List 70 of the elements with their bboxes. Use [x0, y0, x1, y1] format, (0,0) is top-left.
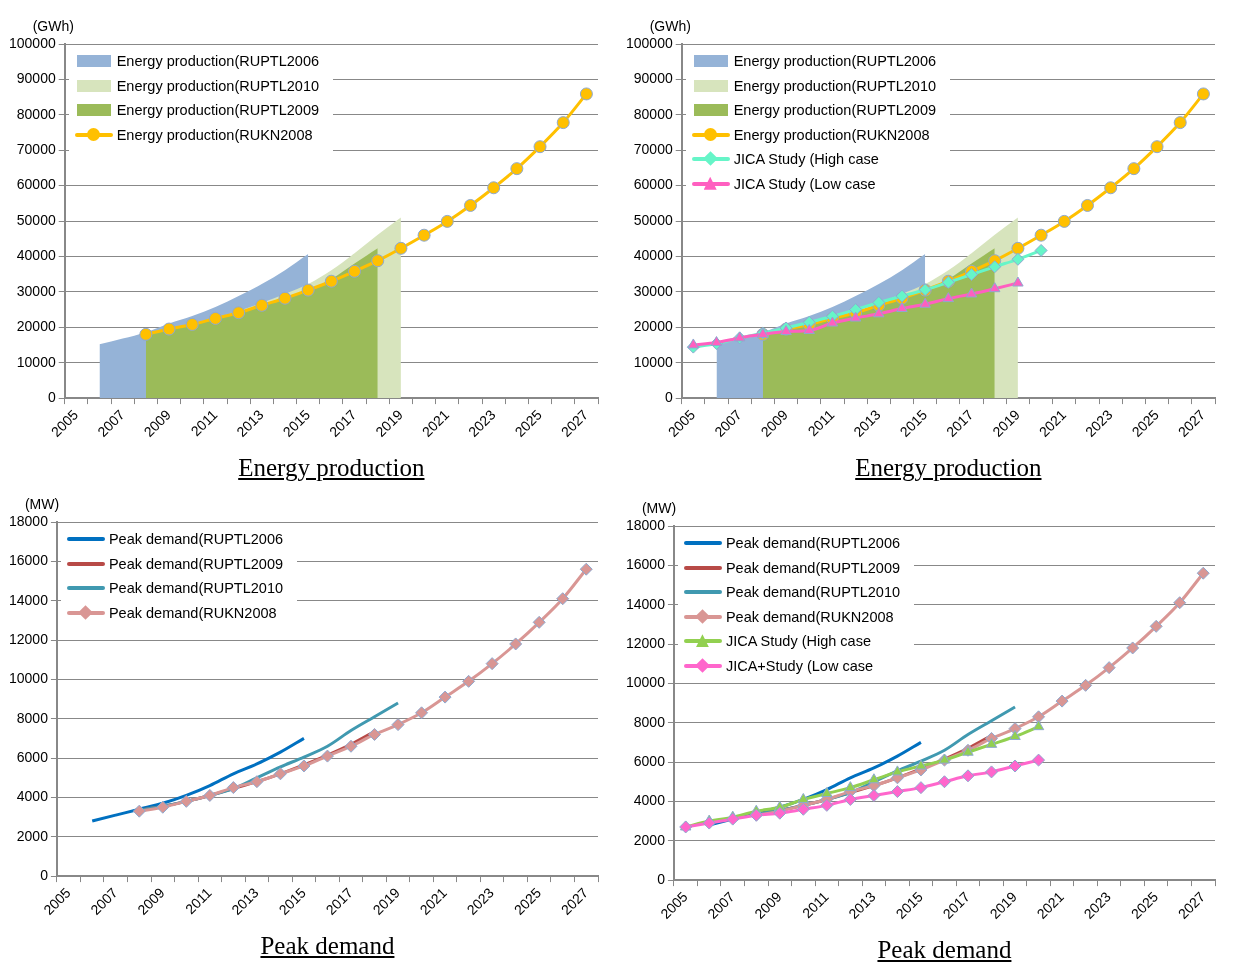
text: Energy production — [854, 454, 1043, 482]
y-tick-label: 0 — [47, 388, 56, 405]
y-tick-label: 30000 — [16, 282, 56, 299]
legend-label: Energy production(RUPTL2009 — [116, 102, 320, 119]
y-tick-label: 20000 — [16, 318, 56, 335]
legend-label: JICA Study (High case — [725, 633, 871, 650]
legend-label: JICA Study (Low case — [733, 175, 876, 192]
y-tick-label: 60000 — [16, 176, 56, 193]
y-axis-title: (GWh) — [649, 18, 691, 34]
y-tick-label: 100000 — [626, 34, 673, 51]
y-tick-label: 18000 — [8, 512, 49, 529]
legend-label: Energy production(RUKN2008 — [116, 126, 313, 143]
legend-label: Energy production(RUPTL2010 — [733, 77, 937, 94]
y-tick-label: 8000 — [633, 713, 666, 730]
y-tick-label: 2000 — [16, 827, 49, 844]
y-tick-label: 30000 — [633, 282, 673, 299]
y-axis-title: (MW) — [24, 496, 60, 512]
text: Peak demand — [876, 936, 1013, 964]
y-tick-label: 6000 — [633, 752, 666, 769]
y-tick-label: 50000 — [16, 211, 56, 228]
y-tick-label: 80000 — [16, 105, 56, 122]
y-tick-label: 0 — [657, 870, 666, 887]
legend-label: Energy production(RUPTL2006 — [733, 53, 937, 70]
y-tick-label: 70000 — [633, 141, 673, 158]
y-axis-title: (MW) — [641, 500, 677, 516]
legend-label: Peak demand(RUPTL2006 — [725, 535, 901, 552]
y-tick-label: 10000 — [16, 353, 56, 370]
y-tick-label: 50000 — [633, 211, 673, 228]
legend-label: Energy production(RUPTL2009 — [733, 102, 937, 119]
y-tick-label: 100000 — [9, 34, 56, 51]
y-tick-label: 2000 — [633, 831, 666, 848]
text: Peak demand — [259, 932, 396, 960]
y-tick-label: 8000 — [16, 709, 49, 726]
y-tick-label: 12000 — [625, 634, 666, 651]
legend-label: JICA Study (High case — [733, 151, 879, 168]
legend-label: Peak demand(RUPTL2010 — [725, 584, 901, 601]
y-tick-label: 90000 — [633, 70, 673, 87]
y-tick-label: 6000 — [16, 748, 49, 765]
text: Energy production — [237, 454, 426, 482]
y-tick-label: 16000 — [8, 552, 49, 569]
legend-label: Peak demand(RUKN2008 — [108, 604, 277, 621]
legend-label: JICA+Study (Low case — [725, 657, 874, 674]
y-tick-label: 70000 — [16, 141, 56, 158]
y-tick-label: 10000 — [625, 674, 666, 691]
y-tick-label: 40000 — [633, 247, 673, 264]
legend-label: Peak demand(RUKN2008 — [725, 608, 894, 625]
y-tick-label: 0 — [40, 866, 49, 883]
y-tick-label: 16000 — [625, 556, 666, 573]
legend-label: Energy production(RUKN2008 — [733, 126, 930, 143]
y-tick-label: 10000 — [633, 353, 673, 370]
y-tick-label: 40000 — [16, 247, 56, 264]
legend-label: Peak demand(RUPTL2009 — [108, 555, 284, 572]
y-tick-label: 18000 — [625, 516, 666, 533]
y-tick-label: 4000 — [633, 792, 666, 809]
y-tick-label: 90000 — [16, 70, 56, 87]
y-tick-label: 20000 — [633, 318, 673, 335]
y-tick-label: 4000 — [16, 788, 49, 805]
legend-label: Peak demand(RUPTL2009 — [725, 559, 901, 576]
y-tick-label: 80000 — [633, 105, 673, 122]
legend-label: Peak demand(RUPTL2006 — [108, 531, 284, 548]
y-tick-label: 10000 — [8, 670, 49, 687]
legend-label: Energy production(RUPTL2010 — [116, 77, 320, 94]
y-tick-label: 14000 — [8, 591, 49, 608]
y-tick-label: 14000 — [625, 595, 666, 612]
y-tick-label: 12000 — [8, 630, 49, 647]
y-tick-label: 0 — [664, 388, 673, 405]
y-axis-title: (GWh) — [32, 18, 74, 34]
y-tick-label: 60000 — [633, 176, 673, 193]
legend-label: Peak demand(RUPTL2010 — [108, 580, 284, 597]
legend-label: Energy production(RUPTL2006 — [116, 53, 320, 70]
